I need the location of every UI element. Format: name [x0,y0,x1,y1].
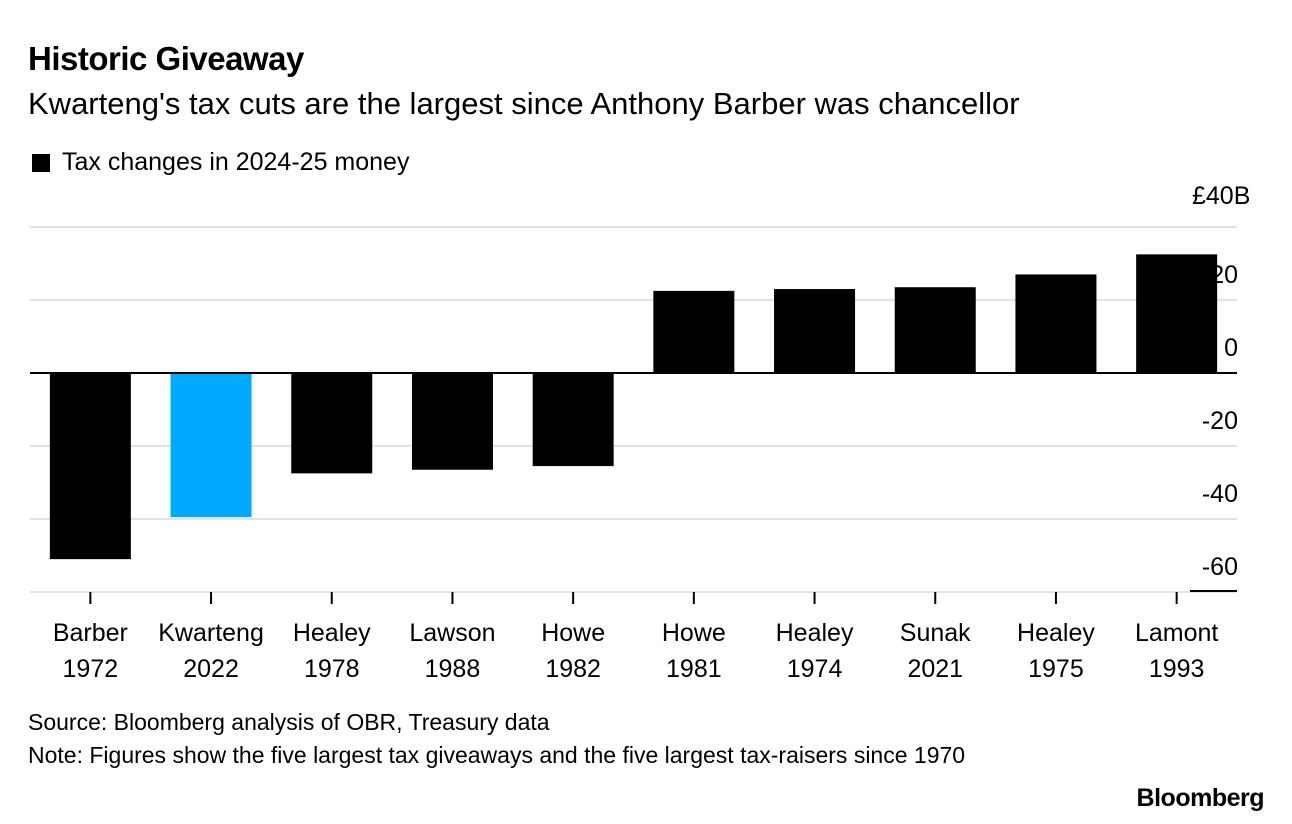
bar-howe-1982 [532,373,614,467]
x-tick-label-year: 1988 [425,655,481,683]
y-tick-label: -40 [1202,480,1238,508]
x-tick-label-name: Kwarteng [158,619,264,647]
x-tick-label-name: Lawson [409,619,495,647]
x-tick-label-year: 1978 [304,655,360,683]
x-tick-label-name: Barber [53,619,128,647]
bar-healey-1974 [774,289,856,373]
y-tick-label: 0 [1224,334,1238,362]
x-tick-label-name: Healey [776,619,854,647]
legend: Tax changes in 2024-25 money [32,148,409,177]
x-tick-label-name: Sunak [900,619,971,647]
y-axis-unit-label: £40B [1192,182,1251,210]
x-tick-label-year: 1972 [63,655,119,683]
note-text: Note: Figures show the five largest tax … [28,742,966,768]
x-tick-label-year: 1993 [1149,655,1205,683]
x-tick-label-name: Howe [541,619,605,647]
x-tick-label-name: Lamont [1135,619,1218,647]
x-tick-label-year: 1981 [666,655,722,683]
bar-healey-1978 [291,373,373,474]
x-tick-label-name: Healey [293,619,371,647]
x-tick-label-year: 2021 [907,655,963,683]
legend-label: Tax changes in 2024-25 money [62,148,410,176]
x-tick-label-year: 1974 [787,655,843,683]
chart-title: Historic Giveaway [28,40,304,77]
x-tick-label-year: 2022 [183,655,239,683]
x-tick-label-name: Healey [1017,619,1095,647]
bloomberg-logo: Bloomberg [1136,784,1265,812]
source-text: Source: Bloomberg analysis of OBR, Treas… [28,709,550,735]
x-tick-label-name: Howe [662,619,726,647]
bar-barber-1972 [49,373,131,560]
chart-subtitle: Kwarteng's tax cuts are the largest sinc… [28,86,1020,121]
bar-lawson-1988 [411,373,493,470]
bar-kwarteng-2022 [170,373,252,518]
bar-sunak-2021 [894,287,976,373]
bar-howe-1981 [653,290,735,373]
bar-lamont-1993 [1136,254,1218,373]
bar-healey-1975 [1015,274,1097,373]
x-tick-label-year: 1975 [1028,655,1084,683]
y-tick-label: -60 [1202,553,1238,581]
legend-swatch [32,153,50,172]
x-tick-label-year: 1982 [545,655,601,683]
y-tick-label: -20 [1202,407,1238,435]
